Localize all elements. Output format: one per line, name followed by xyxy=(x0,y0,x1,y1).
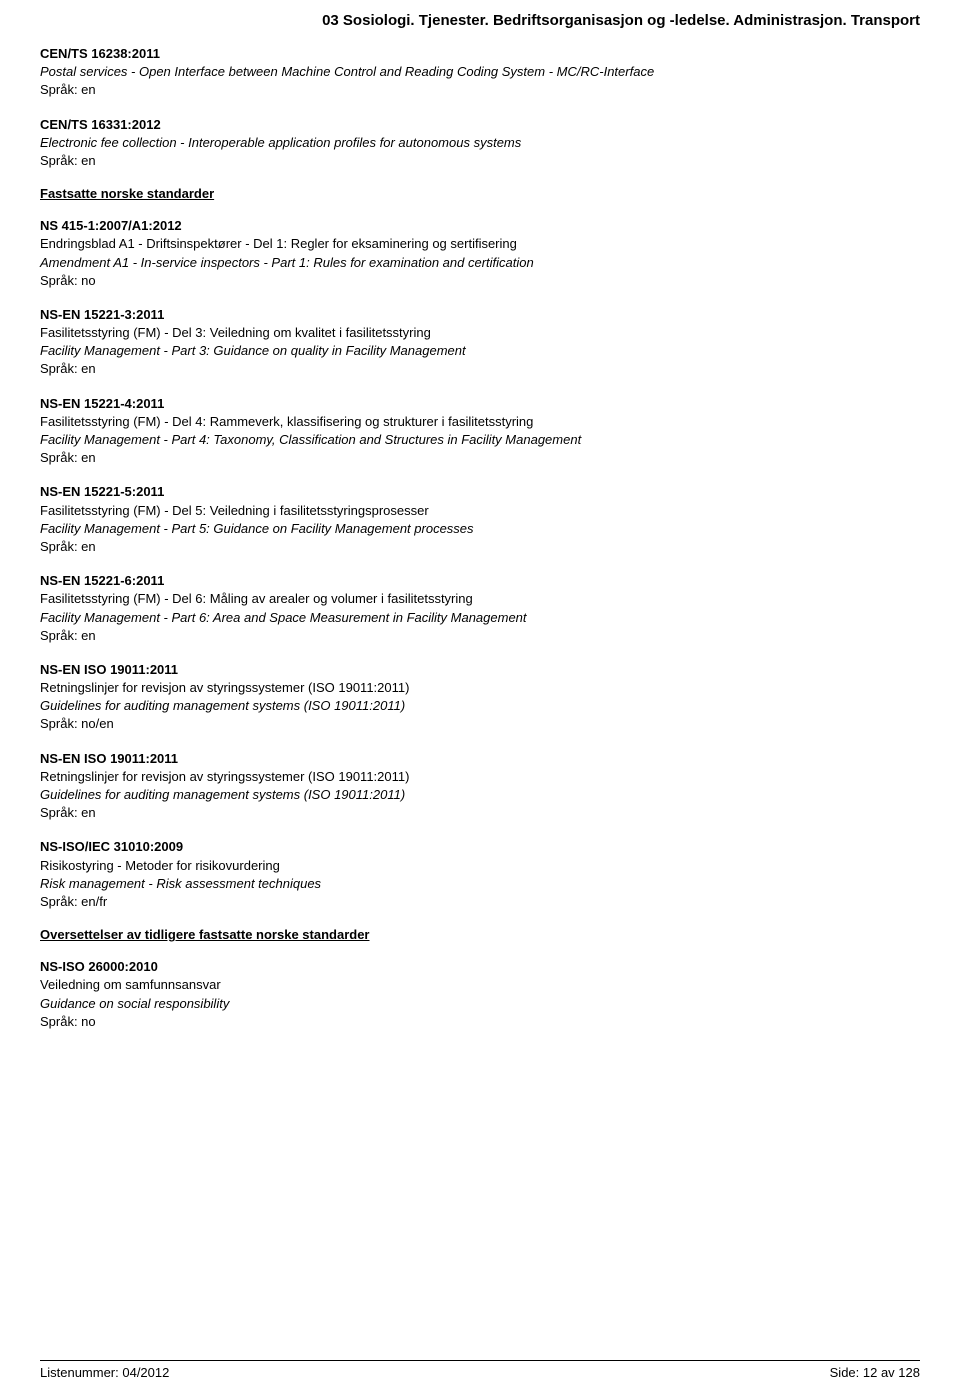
entry-title-normal: Veiledning om samfunnsansvar xyxy=(40,976,920,994)
entry-title-italic: Risk management - Risk assessment techni… xyxy=(40,875,920,893)
entry-title-normal: Fasilitetsstyring (FM) - Del 4: Rammever… xyxy=(40,413,920,431)
standard-entry: NS-EN ISO 19011:2011 Retningslinjer for … xyxy=(40,750,920,823)
entry-title-normal: Retningslinjer for revisjon av styringss… xyxy=(40,768,920,786)
page-footer: Listenummer: 04/2012 Side: 12 av 128 xyxy=(40,1360,920,1380)
entry-lang: Språk: en/fr xyxy=(40,893,920,911)
standard-entry: NS-EN 15221-6:2011 Fasilitetsstyring (FM… xyxy=(40,572,920,645)
standard-entry: NS-ISO/IEC 31010:2009 Risikostyring - Me… xyxy=(40,838,920,911)
entry-title-italic: Postal services - Open Interface between… xyxy=(40,63,920,81)
entry-lang: Språk: no xyxy=(40,272,920,290)
standard-entry: NS-EN 15221-3:2011 Fasilitetsstyring (FM… xyxy=(40,306,920,379)
entry-title-normal: Fasilitetsstyring (FM) - Del 5: Veiledni… xyxy=(40,502,920,520)
entry-lang: Språk: en xyxy=(40,449,920,467)
entry-lang: Språk: en xyxy=(40,804,920,822)
entry-code: NS-EN ISO 19011:2011 xyxy=(40,750,920,768)
entry-lang: Språk: en xyxy=(40,627,920,645)
entry-lang: Språk: en xyxy=(40,360,920,378)
entry-lang: Språk: no xyxy=(40,1013,920,1031)
entry-title-italic: Electronic fee collection - Interoperabl… xyxy=(40,134,920,152)
entry-title-italic: Amendment A1 - In-service inspectors - P… xyxy=(40,254,920,272)
standard-entry: NS 415-1:2007/A1:2012 Endringsblad A1 - … xyxy=(40,217,920,290)
entry-title-italic: Guidelines for auditing management syste… xyxy=(40,697,920,715)
standard-entry: NS-EN ISO 19011:2011 Retningslinjer for … xyxy=(40,661,920,734)
page-header-title: 03 Sosiologi. Tjenester. Bedriftsorganis… xyxy=(40,12,920,29)
entry-title-italic: Facility Management - Part 6: Area and S… xyxy=(40,609,920,627)
entry-title-normal: Endringsblad A1 - Driftsinspektører - De… xyxy=(40,235,920,253)
footer-right: Side: 12 av 128 xyxy=(830,1365,920,1380)
entry-lang: Språk: en xyxy=(40,152,920,170)
entry-title-normal: Risikostyring - Metoder for risikovurder… xyxy=(40,857,920,875)
entry-title-italic: Facility Management - Part 5: Guidance o… xyxy=(40,520,920,538)
standard-entry: NS-EN 15221-5:2011 Fasilitetsstyring (FM… xyxy=(40,483,920,556)
standard-entry: NS-ISO 26000:2010 Veiledning om samfunns… xyxy=(40,958,920,1031)
section-heading: Oversettelser av tidligere fastsatte nor… xyxy=(40,927,920,942)
standard-entry: NS-EN 15221-4:2011 Fasilitetsstyring (FM… xyxy=(40,395,920,468)
entry-code: NS-EN 15221-5:2011 xyxy=(40,483,920,501)
entry-lang: Språk: en xyxy=(40,538,920,556)
entry-code: NS-EN 15221-4:2011 xyxy=(40,395,920,413)
entry-code: NS 415-1:2007/A1:2012 xyxy=(40,217,920,235)
standard-entry: CEN/TS 16238:2011 Postal services - Open… xyxy=(40,45,920,100)
entry-code: NS-ISO 26000:2010 xyxy=(40,958,920,976)
entry-title-italic: Facility Management - Part 3: Guidance o… xyxy=(40,342,920,360)
entry-code: NS-ISO/IEC 31010:2009 xyxy=(40,838,920,856)
entry-code: CEN/TS 16331:2012 xyxy=(40,116,920,134)
section-heading: Fastsatte norske standarder xyxy=(40,186,920,201)
entry-code: NS-EN 15221-6:2011 xyxy=(40,572,920,590)
entry-title-normal: Fasilitetsstyring (FM) - Del 3: Veiledni… xyxy=(40,324,920,342)
entry-title-normal: Retningslinjer for revisjon av styringss… xyxy=(40,679,920,697)
footer-left: Listenummer: 04/2012 xyxy=(40,1365,169,1380)
standard-entry: CEN/TS 16331:2012 Electronic fee collect… xyxy=(40,116,920,171)
entry-title-italic: Guidance on social responsibility xyxy=(40,995,920,1013)
entry-title-normal: Fasilitetsstyring (FM) - Del 6: Måling a… xyxy=(40,590,920,608)
entry-code: NS-EN 15221-3:2011 xyxy=(40,306,920,324)
entry-lang: Språk: no/en xyxy=(40,715,920,733)
entry-code: NS-EN ISO 19011:2011 xyxy=(40,661,920,679)
entry-code: CEN/TS 16238:2011 xyxy=(40,45,920,63)
entry-title-italic: Guidelines for auditing management syste… xyxy=(40,786,920,804)
entry-title-italic: Facility Management - Part 4: Taxonomy, … xyxy=(40,431,920,449)
entry-lang: Språk: en xyxy=(40,81,920,99)
